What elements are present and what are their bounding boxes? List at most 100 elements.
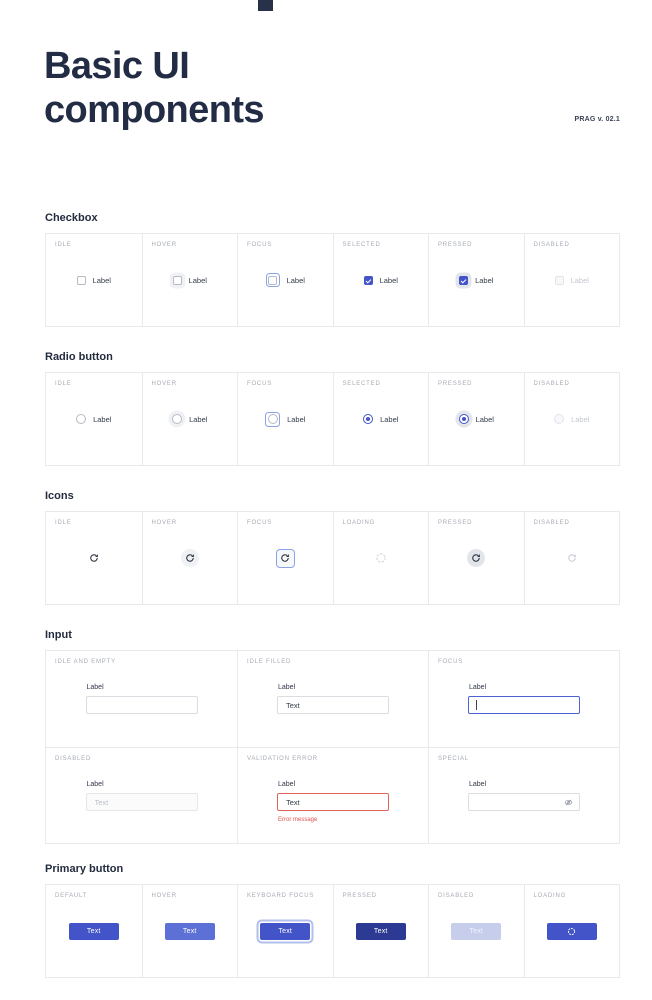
input-field-label: Label bbox=[278, 684, 296, 691]
checkbox-cell-hover: HOVER Label bbox=[141, 234, 238, 326]
button-cell-hover: HOVER Text bbox=[141, 885, 238, 977]
radio-label: Label bbox=[287, 414, 306, 424]
text-input-error[interactable] bbox=[277, 793, 389, 811]
radio-label: Label bbox=[571, 414, 590, 424]
radio-hover[interactable]: Label bbox=[172, 414, 207, 424]
radio-pressed[interactable]: Label bbox=[458, 414, 494, 424]
eye-off-icon[interactable] bbox=[564, 798, 573, 807]
input-field-label: Label bbox=[469, 684, 487, 691]
state-label: HOVER bbox=[151, 242, 177, 248]
state-label: DISABLED bbox=[533, 381, 570, 387]
state-label: PRESSED bbox=[438, 520, 473, 526]
state-label: FOCUS bbox=[438, 659, 463, 665]
state-label: FOCUS bbox=[247, 242, 272, 248]
primary-button-disabled: Text bbox=[451, 922, 502, 940]
section-title-primary-button: Primary button bbox=[45, 863, 124, 875]
refresh-icon[interactable] bbox=[275, 548, 295, 568]
checkbox-label: Label bbox=[92, 275, 111, 285]
text-input-focus[interactable] bbox=[468, 696, 580, 714]
state-label: DEFAULT bbox=[55, 893, 88, 899]
state-label: PRESSED bbox=[342, 893, 377, 899]
state-label: HOVER bbox=[151, 381, 177, 387]
state-label: KEYBOARD FOCUS bbox=[247, 893, 315, 899]
button-cell-loading: LOADING bbox=[523, 885, 620, 977]
primary-button-section: Primary button DEFAULT Text HOVER Text K… bbox=[45, 862, 620, 978]
button-cell-pressed: PRESSED Text bbox=[332, 885, 429, 977]
refresh-icon[interactable] bbox=[180, 549, 199, 567]
checkbox-box-icon[interactable] bbox=[76, 275, 86, 285]
checkbox-box-icon[interactable] bbox=[172, 275, 182, 285]
primary-button-hover[interactable]: Text bbox=[164, 922, 215, 940]
radio-selected-icon[interactable] bbox=[458, 414, 469, 424]
refresh-icon[interactable] bbox=[467, 549, 486, 567]
checkbox-focus[interactable]: Label bbox=[265, 273, 305, 287]
radio-idle[interactable]: Label bbox=[76, 414, 111, 424]
radio-circle-icon[interactable] bbox=[172, 414, 183, 424]
icon-cell-hover: HOVER bbox=[141, 512, 238, 604]
radio-cell-selected: SELECTED Label bbox=[332, 373, 429, 465]
checkbox-idle[interactable]: Label bbox=[76, 275, 111, 285]
radio-disabled: Label bbox=[554, 414, 589, 424]
text-input-special[interactable] bbox=[468, 793, 580, 811]
radio-focus[interactable]: Label bbox=[265, 411, 306, 427]
error-message: Error message bbox=[278, 817, 318, 823]
text-input-disabled bbox=[85, 793, 198, 811]
checkbox-cell-focus: FOCUS Label bbox=[237, 234, 333, 326]
page-title: Basic UI components bbox=[44, 44, 265, 132]
button-cell-disabled: DISABLED Text bbox=[428, 885, 524, 977]
button-states-table: DEFAULT Text HOVER Text KEYBOARD FOCUS T… bbox=[45, 884, 620, 978]
input-cell-idle-filled: IDLE FILLED Label bbox=[237, 651, 428, 747]
checkbox-selected[interactable]: Label bbox=[363, 275, 398, 285]
text-input-filled[interactable] bbox=[277, 696, 389, 714]
input-states-table: IDLE AND EMPTY Label IDLE FILLED Label F… bbox=[45, 650, 620, 844]
icon-cell-pressed: PRESSED bbox=[428, 512, 524, 604]
state-label: IDLE AND EMPTY bbox=[55, 659, 116, 665]
page-title-line1: Basic UI bbox=[44, 45, 190, 87]
checkbox-label: Label bbox=[188, 275, 207, 285]
focus-ring bbox=[265, 411, 281, 427]
refresh-icon[interactable] bbox=[85, 549, 103, 567]
radio-selected-icon[interactable] bbox=[363, 414, 374, 424]
state-label: DISABLED bbox=[55, 756, 92, 762]
checkbox-checked-icon[interactable] bbox=[459, 275, 469, 285]
section-title-radio: Radio button bbox=[45, 351, 113, 363]
button-cell-default: DEFAULT Text bbox=[46, 885, 142, 977]
checkbox-checked-icon[interactable] bbox=[363, 275, 373, 285]
button-cell-keyboard-focus: KEYBOARD FOCUS Text bbox=[237, 885, 333, 977]
radio-circle-icon[interactable] bbox=[76, 414, 87, 424]
input-cell-error: VALIDATION ERROR Label Error message bbox=[237, 747, 428, 843]
primary-button-focus[interactable]: Text bbox=[260, 922, 311, 940]
radio-circle-icon[interactable] bbox=[267, 414, 278, 424]
radio-circle-icon bbox=[554, 414, 565, 424]
input-cell-focus: FOCUS Label bbox=[428, 651, 619, 747]
primary-button-loading[interactable] bbox=[546, 922, 597, 940]
radio-section: Radio button IDLE Label HOVER Label FOCU… bbox=[45, 350, 620, 466]
radio-cell-disabled: DISABLED Label bbox=[523, 373, 620, 465]
checkbox-cell-disabled: DISABLED Label bbox=[523, 234, 620, 326]
input-section: Input IDLE AND EMPTY Label IDLE FILLED L… bbox=[45, 628, 620, 844]
state-label: LOADING bbox=[342, 520, 376, 526]
text-cursor bbox=[476, 700, 477, 710]
refresh-icon bbox=[563, 549, 581, 567]
primary-button-pressed[interactable]: Text bbox=[355, 922, 406, 940]
radio-selected[interactable]: Label bbox=[363, 414, 398, 424]
checkbox-cell-selected: SELECTED Label bbox=[332, 234, 429, 326]
checkbox-label: Label bbox=[379, 275, 398, 285]
checkbox-pressed[interactable]: Label bbox=[459, 275, 493, 285]
version-label: PRAG v. 02.1 bbox=[574, 116, 620, 123]
checkbox-box-icon[interactable] bbox=[268, 275, 278, 285]
radio-cell-hover: HOVER Label bbox=[141, 373, 238, 465]
page-marker bbox=[258, 0, 273, 11]
checkbox-label: Label bbox=[570, 275, 589, 285]
input-cell-special: SPECIAL Label bbox=[428, 747, 619, 843]
state-label: FOCUS bbox=[247, 520, 272, 526]
text-input-idle[interactable] bbox=[85, 696, 198, 714]
checkbox-hover[interactable]: Label bbox=[172, 275, 207, 285]
section-title-icons: Icons bbox=[45, 490, 74, 502]
primary-button-default[interactable]: Text bbox=[68, 922, 119, 940]
state-label: DISABLED bbox=[438, 893, 475, 899]
checkbox-box-icon bbox=[554, 275, 564, 285]
state-label: HOVER bbox=[151, 893, 177, 899]
radio-label: Label bbox=[475, 414, 494, 424]
checkbox-states-table: IDLE Label HOVER Label FOCUS Label SELEC… bbox=[45, 233, 620, 327]
